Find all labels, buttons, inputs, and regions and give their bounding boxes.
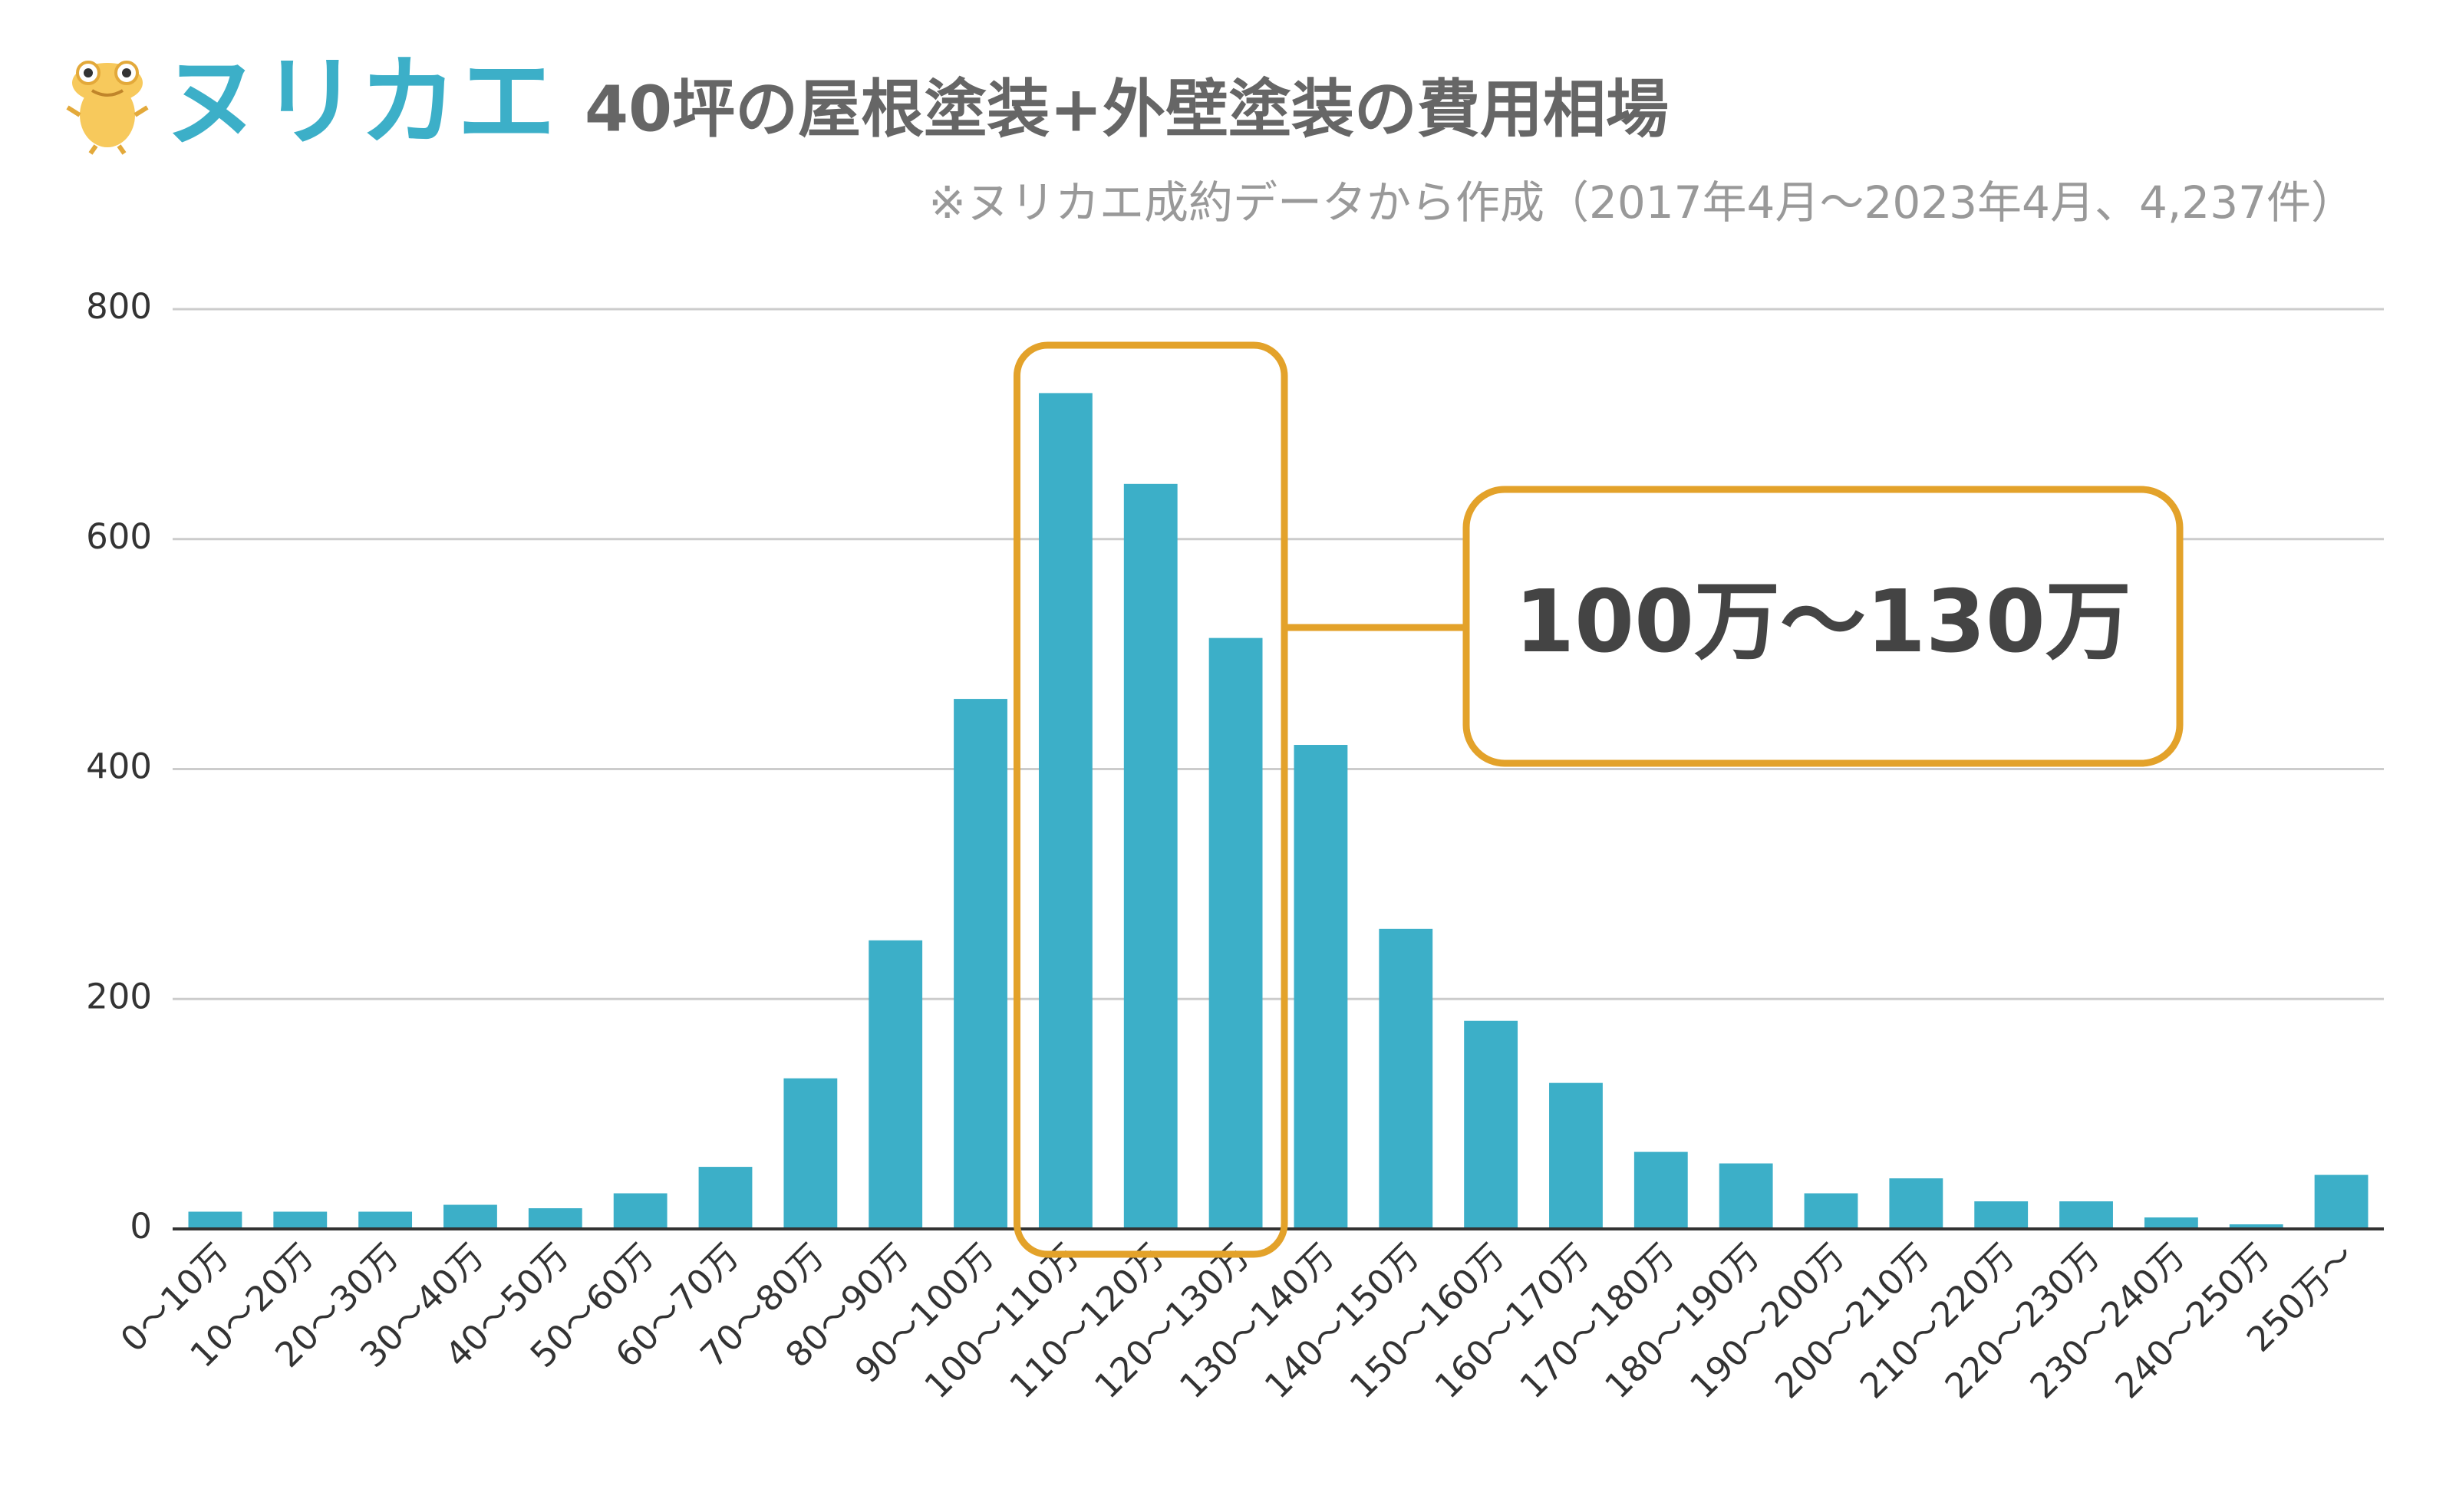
bar <box>188 1211 242 1229</box>
chart-title: 40坪の屋根塗装+外壁塗装の費用相場 <box>585 73 1669 146</box>
bar <box>613 1193 668 1229</box>
bar <box>1038 393 1093 1230</box>
y-tick-label: 400 <box>86 746 152 787</box>
bar <box>783 1078 838 1229</box>
bar <box>1123 483 1178 1229</box>
bar <box>2314 1174 2369 1229</box>
bar <box>698 1167 753 1229</box>
y-tick-label: 200 <box>86 976 152 1016</box>
callout-box <box>1462 486 2184 767</box>
bar <box>1719 1163 1773 1229</box>
bar <box>1889 1178 1943 1229</box>
annotation: 100万～130万 <box>1515 572 2131 672</box>
bar <box>1804 1193 1858 1229</box>
bar <box>1464 1020 1518 1229</box>
logo-icon <box>66 61 149 155</box>
y-tick-label: 600 <box>86 516 152 557</box>
bar <box>358 1211 413 1229</box>
bar <box>869 940 923 1229</box>
bar <box>954 699 1007 1229</box>
bar <box>1208 637 1263 1229</box>
bar <box>2229 1224 2283 1229</box>
highlight-box <box>1013 341 1288 1258</box>
logo-text: ヌリカエ <box>163 45 555 160</box>
y-tick-label: 0 <box>130 1206 152 1247</box>
y-tick-label: 800 <box>86 286 152 327</box>
bar <box>1294 745 1348 1229</box>
chart-subtitle: ※ヌリカエ成約データから作成（2017年4月～2023年4月、4,237件） <box>928 176 2355 229</box>
bar <box>1379 928 1433 1229</box>
bar <box>1974 1201 2029 1229</box>
bar <box>1549 1082 1603 1229</box>
bar <box>443 1204 497 1229</box>
bar <box>2059 1201 2113 1229</box>
bar <box>528 1208 582 1229</box>
bar <box>1633 1151 1688 1229</box>
bar <box>273 1211 328 1229</box>
bar <box>2144 1217 2198 1229</box>
